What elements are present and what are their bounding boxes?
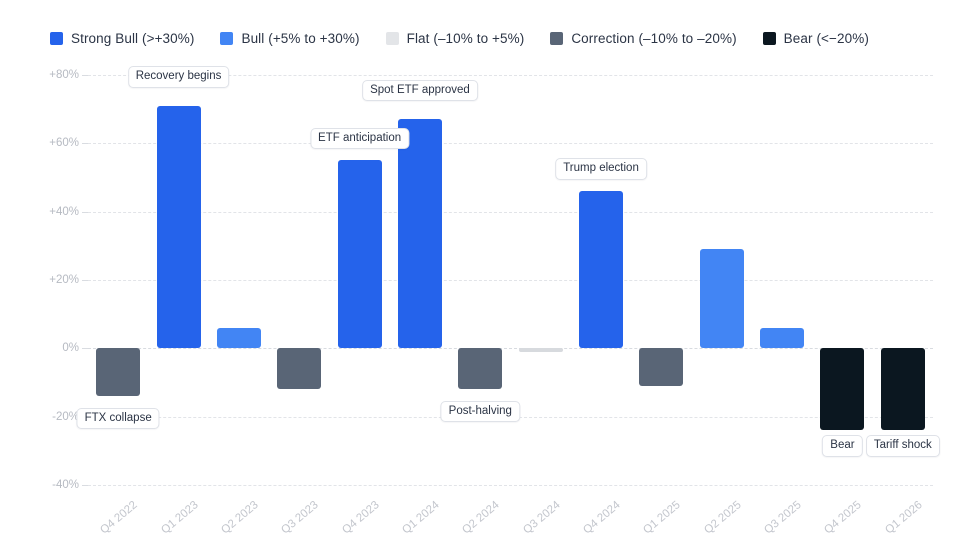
gridline — [88, 280, 933, 281]
legend-item-bull[interactable]: Bull (+5% to +30%) — [220, 31, 359, 46]
plot-area: +80% +60% +40% +20% 0% -20% -40% Q4 2022 Q1 2023… — [49, 66, 940, 537]
y-axis-tick-label: +60% — [49, 137, 88, 150]
bar-q3-2025[interactable] — [760, 327, 805, 349]
chart-legend: Strong Bull (>+30%) Bull (+5% to +30%) Fla… — [50, 26, 869, 50]
x-axis-tick-label: Q1 2024 — [400, 499, 442, 537]
legend-item-bear[interactable]: Bear (<−20%) — [762, 30, 869, 46]
legend-item-correction[interactable]: Correction (–10% to –20%) — [550, 30, 737, 46]
y-axis-tick-label: -20% — [52, 410, 88, 423]
y-axis-tick-label: +20% — [49, 274, 88, 286]
legend-swatch-correction — [550, 31, 564, 45]
bar-q4-2023[interactable] — [337, 160, 382, 349]
annotation-post-halving: Post-halving — [440, 400, 520, 423]
legend-label-bull: Bull (+5% to +30%) — [241, 30, 360, 46]
x-axis-tick-label: Q3 2023 — [279, 499, 321, 537]
bar-q3-2024[interactable] — [518, 348, 563, 353]
bar-q2-2023[interactable] — [216, 327, 261, 349]
y-axis-tick-label: -40% — [52, 479, 88, 491]
legend-swatch-strong-bull — [50, 31, 63, 45]
zero-line — [88, 348, 933, 350]
y-axis-tick-label: +40% — [49, 205, 88, 218]
x-axis-tick-label: Q2 2023 — [219, 499, 261, 537]
x-axis-tick-label: Q4 2022 — [98, 499, 140, 537]
bar-q1-2024[interactable] — [397, 119, 442, 349]
bar-q1-2023[interactable] — [156, 105, 201, 349]
legend-item-strong-bull[interactable]: Strong Bull (>+30%) — [50, 31, 194, 46]
bar-q1-2026[interactable] — [880, 348, 925, 431]
bar-q1-2025[interactable] — [639, 348, 684, 386]
y-axis-tick-label: 0% — [62, 342, 88, 355]
legend-label-correction: Correction (–10% to –20%) — [571, 30, 737, 46]
x-axis-tick-label: Q2 2024 — [460, 499, 503, 537]
bar-q4-2022[interactable] — [96, 348, 141, 397]
annotation-recovery-begins: Recovery begins — [127, 66, 230, 88]
annotation-bear: Bear — [822, 435, 863, 457]
gridline — [88, 75, 933, 76]
x-axis-tick-label: Q2 2025 — [701, 499, 744, 537]
bar-q3-2023[interactable] — [277, 348, 322, 390]
x-axis-tick-label: Q1 2026 — [883, 499, 925, 537]
gridline — [88, 143, 933, 145]
x-axis-tick-label: Q4 2024 — [581, 499, 623, 537]
annotation-spot-etf-approved: Spot ETF approved — [362, 79, 478, 102]
legend-item-flat[interactable]: Flat (–10% to +5%) — [385, 30, 525, 46]
legend-label-flat: Flat (–10% to +5%) — [406, 30, 525, 46]
y-axis-tick-label: +80% — [49, 69, 88, 81]
bar-q2-2025[interactable] — [699, 249, 744, 349]
annotation-ftx-collapse: FTX collapse — [76, 407, 160, 430]
gridline — [88, 211, 933, 213]
annotation-etf-anticipation: ETF anticipation — [310, 127, 410, 150]
gridline — [88, 485, 933, 486]
bar-q4-2025[interactable] — [820, 348, 865, 431]
legend-label-bear: Bear (<−20%) — [783, 30, 869, 46]
legend-swatch-flat — [385, 31, 399, 45]
x-axis-tick-label: Q3 2025 — [762, 499, 804, 537]
x-axis-tick-label: Q3 2024 — [520, 499, 563, 537]
x-axis-tick-label: Q1 2023 — [158, 499, 201, 537]
x-axis-tick-label: Q4 2023 — [339, 499, 382, 537]
annotation-tariff-shock: Tariff shock — [865, 435, 940, 457]
legend-swatch-bear — [762, 31, 776, 45]
bar-q4-2024[interactable] — [579, 191, 624, 349]
annotation-trump-election: Trump election — [555, 158, 647, 180]
legend-label-strong-bull: Strong Bull (>+30%) — [71, 30, 195, 46]
x-axis-tick-label: Q4 2025 — [822, 499, 865, 537]
x-axis-tick-label: Q1 2025 — [641, 499, 684, 537]
bar-q2-2024[interactable] — [458, 348, 503, 390]
legend-swatch-bull — [220, 31, 234, 45]
